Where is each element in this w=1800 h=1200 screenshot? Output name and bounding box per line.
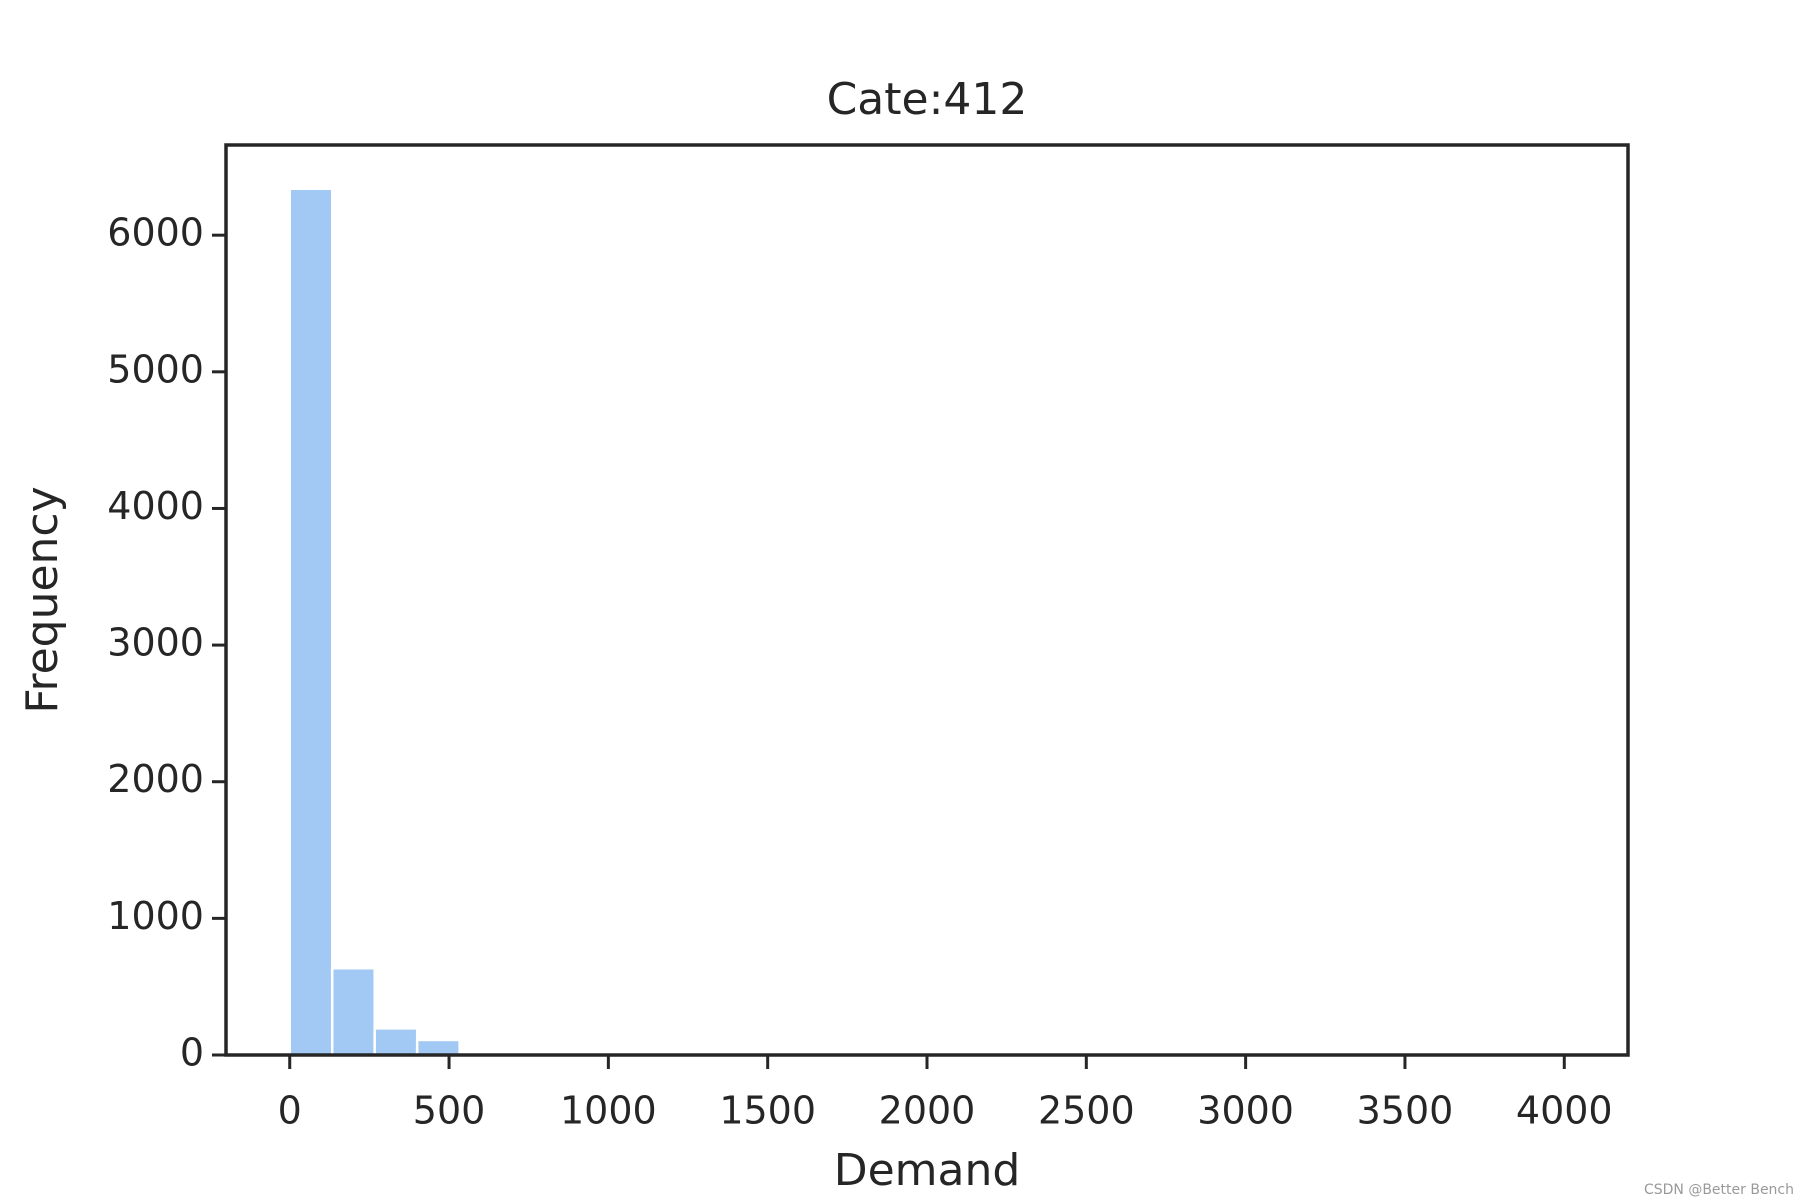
y-tick-label: 0 xyxy=(180,1031,204,1075)
bar xyxy=(288,187,334,1057)
y-tick-label: 4000 xyxy=(107,484,204,528)
y-tick-label: 3000 xyxy=(107,621,204,665)
x-tick-label: 3000 xyxy=(1197,1089,1294,1133)
bar xyxy=(373,1027,419,1057)
bar xyxy=(330,966,376,1057)
y-tick-label: 1000 xyxy=(107,894,204,938)
x-tick-label: 500 xyxy=(413,1089,486,1133)
y-axis-label: Frequency xyxy=(17,486,68,713)
y-tick-label: 6000 xyxy=(107,211,204,255)
x-tick-label: 2000 xyxy=(879,1089,976,1133)
x-tick-label: 3500 xyxy=(1357,1089,1454,1133)
x-tick-label: 1500 xyxy=(719,1089,816,1133)
watermark: CSDN @Better Bench xyxy=(1644,1182,1794,1198)
x-tick-label: 4000 xyxy=(1516,1089,1613,1133)
plot-frame xyxy=(224,143,1630,1057)
x-tick-label: 1000 xyxy=(560,1089,657,1133)
chart-title: Cate:412 xyxy=(827,74,1028,125)
x-tick-label: 2500 xyxy=(1038,1089,1135,1133)
bar xyxy=(415,1038,461,1057)
x-tick-label: 0 xyxy=(278,1089,302,1133)
y-tick-label: 5000 xyxy=(107,347,204,391)
y-tick-label: 2000 xyxy=(107,757,204,801)
x-axis-label: Demand xyxy=(834,1145,1021,1196)
